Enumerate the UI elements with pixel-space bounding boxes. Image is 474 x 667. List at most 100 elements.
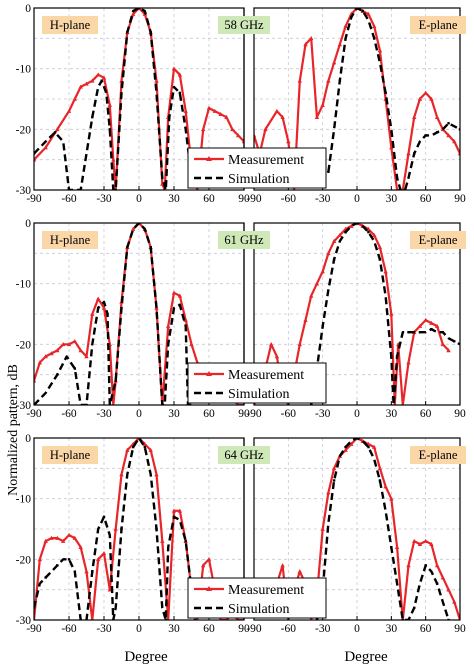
- simulation-marker: [338, 79, 342, 82]
- measurement-marker: [200, 563, 206, 568]
- measurement-marker: [377, 244, 383, 250]
- measurement-marker: [78, 84, 83, 89]
- y-tick-label: -20: [16, 339, 32, 351]
- simulation-marker: [161, 403, 164, 405]
- simulation-marker: [395, 355, 399, 358]
- measurement-marker: [389, 145, 394, 150]
- chart-row-2: -90 -60 -30 0 30 60 90 H-plane -90 -60 -30 0 30 60 90 E…: [16, 218, 466, 420]
- measurement-marker: [406, 151, 411, 156]
- measurement-marker: [377, 48, 383, 53]
- measurement-marker: [383, 484, 388, 489]
- measurement-marker: [280, 563, 285, 568]
- simulation-marker: [390, 355, 393, 358]
- measurement-marker: [60, 342, 66, 347]
- simulation-marker: [178, 303, 182, 307]
- measurement-marker: [337, 42, 343, 47]
- simulation-marker: [168, 116, 171, 119]
- measurement-marker: [326, 251, 331, 256]
- measurement-marker: [417, 96, 423, 101]
- measurement-marker: [377, 466, 383, 471]
- simulation-marker: [79, 188, 82, 190]
- x-tick-label: -60: [61, 623, 77, 635]
- measurement-marker: [297, 342, 302, 347]
- simulation-marker: [458, 128, 460, 131]
- legend-simulation-label: Simulation: [228, 387, 289, 402]
- simulation-marker: [53, 131, 57, 134]
- measurement-marker: [417, 541, 423, 546]
- simulation-marker: [344, 230, 347, 234]
- simulation-marker: [435, 582, 439, 585]
- measurement-marker: [383, 269, 388, 274]
- x-axis-label-left: Degree: [124, 649, 168, 665]
- simulation-marker: [424, 564, 427, 567]
- plane-tag-label: E-plane: [419, 233, 458, 247]
- x-tick-label: 90: [454, 623, 466, 635]
- measurement-marker: [434, 114, 440, 119]
- measurement-marker: [440, 575, 446, 580]
- measurement-marker: [224, 114, 229, 119]
- y-tick-label: -30: [16, 615, 32, 627]
- simulation-marker: [350, 15, 353, 19]
- measurement-marker: [95, 72, 101, 77]
- x-tick-label: 30: [168, 408, 180, 420]
- legend: Measurement Simulation: [187, 362, 327, 404]
- simulation-marker: [172, 515, 176, 519]
- simulation-marker: [418, 331, 422, 334]
- x-tick-label: 90: [454, 193, 466, 205]
- measurement-marker: [171, 66, 177, 71]
- x-tick-label: 90: [238, 623, 250, 635]
- simulation-marker: [96, 306, 100, 310]
- measurement-marker: [320, 269, 325, 274]
- plane-tag-label: E-plane: [419, 448, 458, 462]
- measurement-marker: [263, 127, 268, 132]
- simulation-marker: [321, 324, 324, 328]
- measurement-marker: [78, 544, 83, 549]
- measurement-marker: [212, 108, 218, 113]
- legend-box: [187, 362, 327, 404]
- x-tick-label: 0: [354, 193, 360, 205]
- measurement-marker: [280, 114, 285, 119]
- plane-tag-label: H-plane: [50, 18, 91, 32]
- x-tick-label: 30: [168, 193, 180, 205]
- chart-row-1: -90 -60 -30 0 30 60 90 H-plane -90 -60 -30 0 30 60 90 E…: [16, 3, 466, 205]
- simulation-marker: [126, 31, 129, 34]
- measurement-marker: [130, 11, 136, 16]
- legend-measurement-label: Measurement: [228, 153, 304, 168]
- x-tick-label: -90: [26, 623, 42, 635]
- measurement-marker: [331, 238, 337, 243]
- measurement-marker: [165, 323, 171, 328]
- simulation-marker: [67, 558, 71, 561]
- legend-box: [187, 147, 327, 189]
- x-tick-label: -90: [26, 408, 42, 420]
- measurement-marker: [107, 102, 113, 107]
- measurement-marker: [200, 127, 206, 132]
- measurement-marker: [84, 81, 89, 86]
- x-tick-label: 90: [238, 193, 250, 205]
- simulation-marker: [367, 230, 370, 234]
- simulation-marker: [149, 31, 152, 34]
- measurement-marker: [412, 538, 417, 543]
- measurement-marker: [66, 108, 72, 113]
- x-tick-label: -30: [315, 623, 331, 635]
- simulation-marker: [413, 606, 416, 610]
- simulation-marker: [131, 445, 135, 449]
- x-tick-label: 30: [386, 193, 398, 205]
- measurement-marker: [371, 23, 377, 28]
- measurement-marker: [60, 538, 66, 543]
- measurement-marker: [423, 90, 428, 95]
- measurement-marker: [423, 317, 428, 322]
- simulation-marker: [178, 91, 182, 95]
- measurement-marker: [417, 323, 423, 328]
- measurement-marker: [177, 508, 183, 513]
- measurement-marker: [452, 599, 457, 604]
- measurement-marker: [343, 23, 348, 28]
- plane-tag-label: H-plane: [50, 448, 91, 462]
- simulation-marker: [100, 79, 103, 82]
- panel-h-plane-1: -90 -60 -30 0 30 60 90 H-plane: [26, 7, 250, 205]
- y-tick-label: 0: [25, 433, 31, 445]
- simulation-marker: [184, 539, 187, 543]
- x-tick-label: 0: [354, 408, 360, 420]
- x-tick-label: 90: [238, 408, 250, 420]
- y-tick-label: -20: [16, 124, 32, 136]
- frequency-tag-bg: [218, 231, 270, 249]
